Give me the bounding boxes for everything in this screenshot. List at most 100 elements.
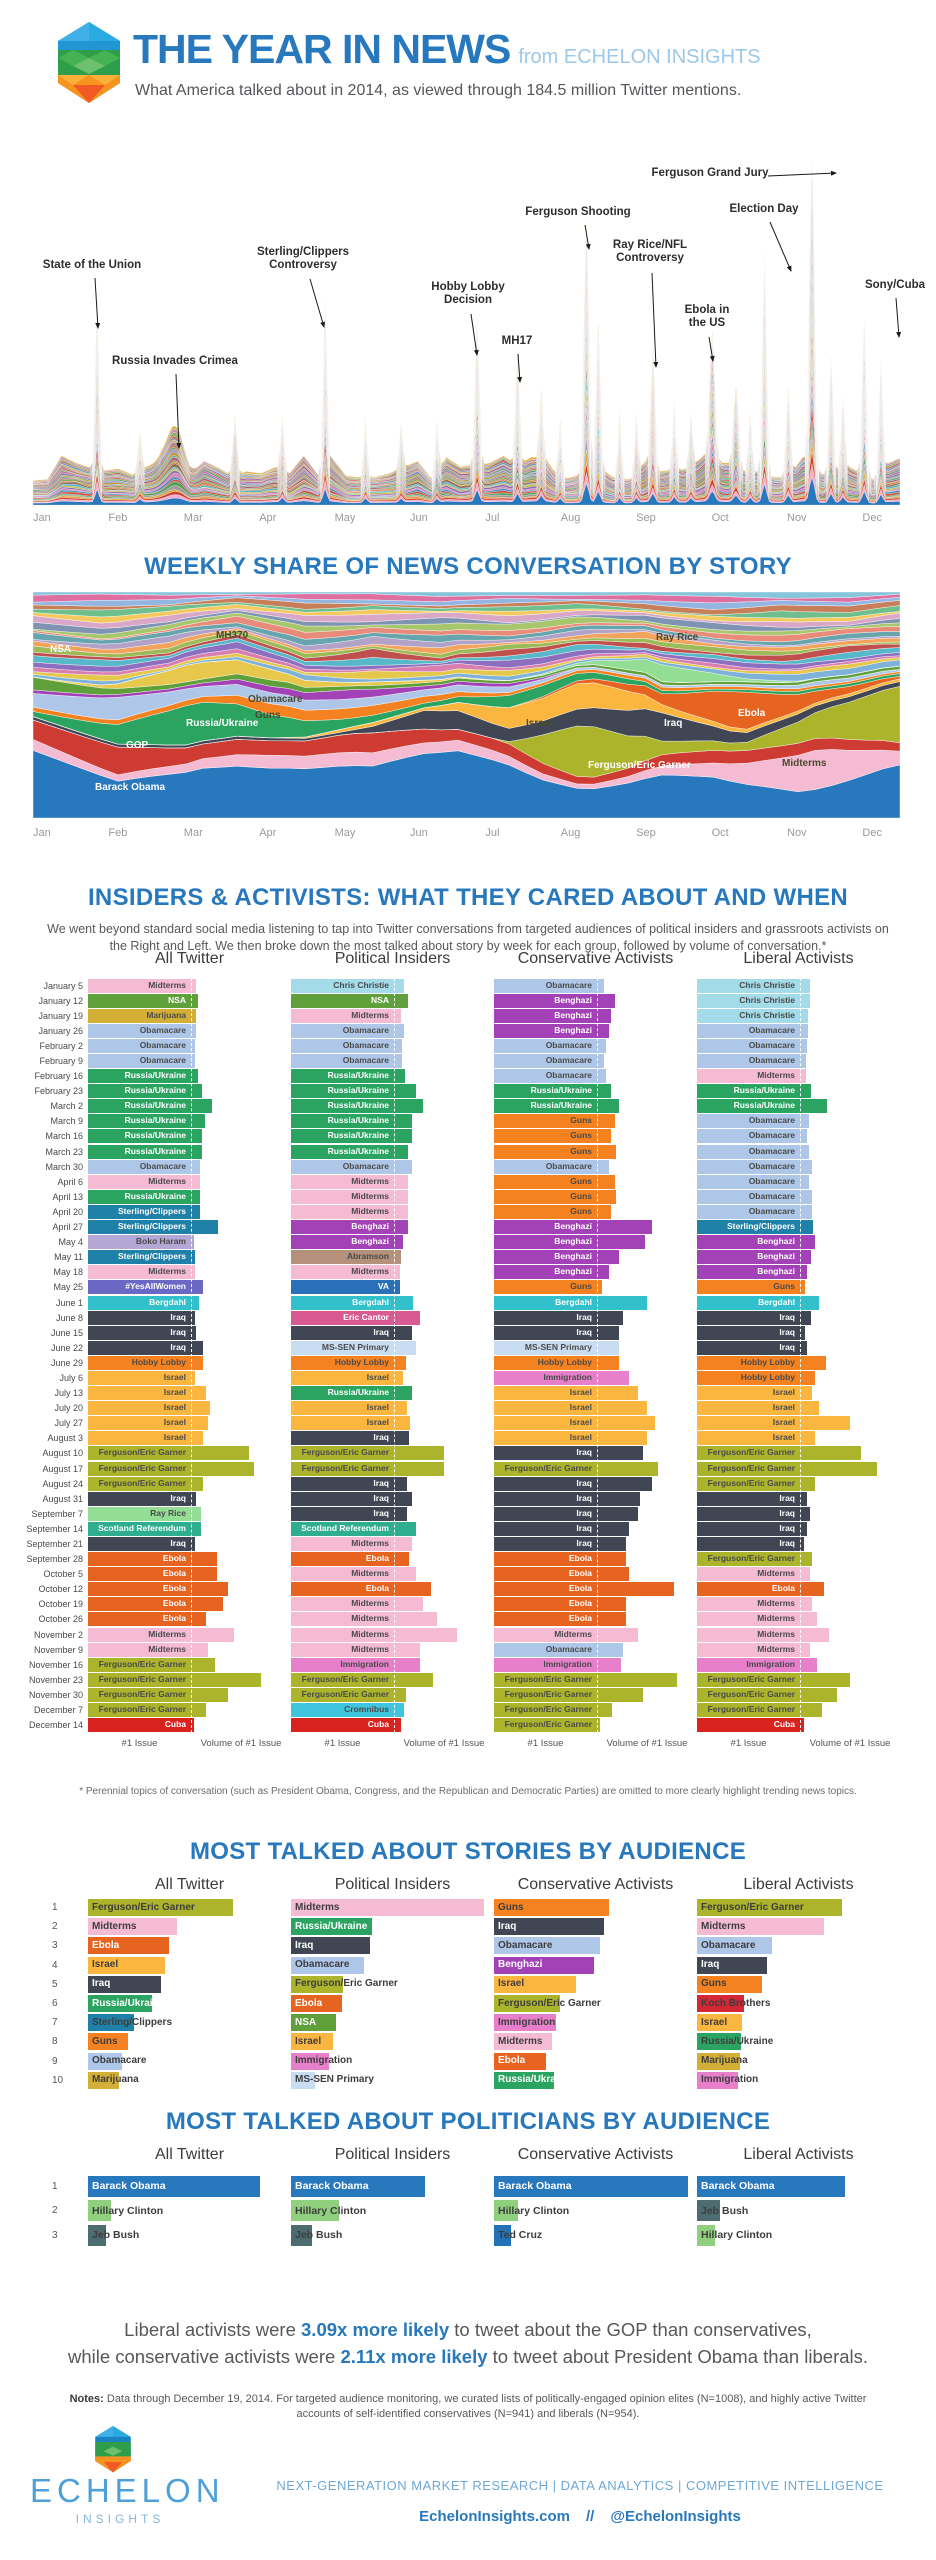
issue-bar: Iraq — [494, 1521, 629, 1536]
table-row: August 31 Iraq Iraq Iraq Iraq — [0, 1491, 936, 1506]
issue-bar: Ray Rice — [88, 1506, 201, 1521]
issue-bar: Russia/Ukraine — [697, 1084, 811, 1099]
week-label: April 27 — [52, 1222, 83, 1233]
issue-label: Cuba — [164, 1719, 186, 1730]
issue-label: Midterms — [148, 1628, 186, 1639]
table-row: August 17 Ferguson/Eric Garner Ferguson/Er… — [0, 1461, 936, 1476]
issue-bar: Midterms — [88, 1265, 195, 1280]
issue-bar: Obamacare — [291, 1054, 402, 1069]
week-label: May 18 — [53, 1267, 83, 1278]
issue-bar: Iraq — [494, 1310, 623, 1325]
issue-label: Benghazi — [757, 1266, 795, 1277]
footer-links: EchelonInsights.com // @EchelonInsights — [240, 2508, 920, 2525]
table-row: December 14 Cuba Cuba Ferguson/Eric Garner C… — [0, 1718, 936, 1733]
ranked-bar-label: Ferguson/Eric Garner — [92, 1901, 195, 1913]
ranked-bar: Israel — [494, 1975, 576, 1993]
audience-header-0: All Twitter — [154, 2146, 225, 2163]
issue-label: Russia/Ukraine — [327, 1130, 389, 1141]
table-row: January 26 Obamacare Obamacare Benghazi Obam… — [0, 1023, 936, 1038]
table-row: April 13 Russia/Ukraine Midterms Guns Obamac… — [0, 1189, 936, 1204]
issue-label: Iraq — [576, 1311, 592, 1322]
issue-bar: Benghazi — [494, 1250, 619, 1265]
issue-bar: Israel — [291, 1370, 403, 1385]
issue-label: Guns — [570, 1130, 592, 1141]
main-title: THE YEAR IN NEWS — [133, 26, 511, 72]
issue-bar: Obamacare — [697, 1204, 812, 1219]
issue-bar: Bergdahl — [697, 1295, 819, 1310]
issue-label: Marijuana — [146, 1009, 186, 1020]
chart-annotation: Election Day — [729, 203, 799, 215]
issue-bar: Obamacare — [88, 1023, 196, 1038]
issue-bar: Midterms — [291, 1612, 437, 1627]
ranked-bar: Russia/Ukraine — [88, 1995, 164, 2013]
week-label: May 25 — [53, 1282, 83, 1293]
issue-bar: Obamacare — [697, 1174, 809, 1189]
issue-label: Iraq — [373, 1477, 389, 1488]
issue-bar: Cuba — [291, 1718, 401, 1733]
issue-bar: Ferguson/Eric Garner — [88, 1703, 206, 1718]
audience-header-3: Liberal Activists — [743, 2146, 854, 2163]
stat-line-1: Liberal activists were 3.09x more likely… — [124, 2319, 812, 2340]
issue-label: Israel — [569, 1387, 592, 1398]
issue-bar: Guns — [494, 1174, 615, 1189]
ranked-bar-label: Barack Obama — [295, 2180, 369, 2193]
ranked-bar-label: Obamacare — [701, 1939, 756, 1951]
audience-header-1: Political Insiders — [334, 2146, 451, 2163]
issue-label: Hobby Lobby — [334, 1356, 389, 1367]
ranked-bar: Ferguson/Eric Garner — [697, 1899, 842, 1917]
issue-bar: Ebola — [88, 1567, 217, 1582]
ranked-bar-label: Iraq — [498, 1920, 517, 1932]
issue-bar: Benghazi — [697, 1250, 811, 1265]
separator: // — [586, 2508, 595, 2525]
ranked-bar: Jeb Bush — [291, 2224, 342, 2246]
twitter-handle-link[interactable]: @EchelonInsights — [610, 2508, 741, 2525]
issue-bar: Russia/Ukraine — [291, 1129, 412, 1144]
svg-text:Dec: Dec — [862, 512, 882, 524]
chart-annotation: Russia Invades Crimea — [112, 355, 239, 367]
issue-label: Iraq — [576, 1326, 592, 1337]
issue-label: Bergdahl — [352, 1296, 389, 1307]
issue-label: Benghazi — [757, 1251, 795, 1262]
issue-label: Obamacare — [545, 1643, 592, 1654]
rank-row: 1 Barack Obama Barack Obama Barack Obama Bar… — [0, 2174, 936, 2199]
issue-label: Midterms — [351, 1205, 389, 1216]
ranked-bar: Obamacare — [494, 1937, 600, 1955]
issue-label: Boko Haram — [135, 1236, 186, 1247]
issue-label: Israel — [163, 1387, 186, 1398]
issue-bar: Midterms — [697, 1612, 817, 1627]
issue-label: Midterms — [351, 1009, 389, 1020]
ranked-bar-label: Immigration — [295, 2055, 353, 2067]
table-row: June 8 Iraq Eric Cantor Iraq Iraq — [0, 1310, 936, 1325]
website-link[interactable]: EchelonInsights.com — [419, 2508, 571, 2525]
issue-label: Iraq — [170, 1311, 186, 1322]
ranked-bar-label: Iraq — [92, 1978, 111, 1990]
issue-label: Benghazi — [554, 1266, 592, 1277]
table-row: August 24 Ferguson/Eric Garner Iraq Iraq Fer… — [0, 1476, 936, 1491]
issue-label: Benghazi — [554, 1236, 592, 1247]
issue-label: Iraq — [576, 1538, 592, 1549]
issue-bar: Obamacare — [494, 1038, 606, 1053]
issue-label: Iraq — [576, 1477, 592, 1488]
issue-bar: Immigration — [494, 1370, 629, 1385]
issue-bar: Cuba — [697, 1718, 804, 1733]
issue-label: Hobby Lobby — [740, 1356, 795, 1367]
svg-text:Feb: Feb — [108, 512, 127, 524]
svg-text:Nov: Nov — [787, 827, 807, 839]
ranked-bar: Israel — [88, 1956, 165, 1974]
issue-label: Ferguson/Eric Garner — [301, 1688, 389, 1699]
issue-label: Chris Christie — [739, 979, 795, 990]
issue-label: Israel — [366, 1417, 389, 1428]
ranked-bar: Obamacare — [291, 1956, 364, 1974]
issue-bar: Ferguson/Eric Garner — [697, 1476, 815, 1491]
issue-label: Hobby Lobby — [537, 1356, 592, 1367]
issue-bar: Marijuana — [88, 1008, 196, 1023]
issue-bar: Obamacare — [291, 1038, 402, 1053]
ranked-bar: Russia/Ukraine — [697, 2033, 773, 2051]
issue-bar: Ferguson/Eric Garner — [697, 1703, 822, 1718]
issue-label: Sterling/Clippers — [726, 1221, 795, 1232]
issue-bar: Ebola — [88, 1612, 206, 1627]
week-label: March 9 — [50, 1116, 83, 1127]
issue-label: Obamacare — [342, 1024, 389, 1035]
issue-bar: Obamacare — [697, 1129, 807, 1144]
chart-annotation: Ferguson Shooting — [525, 206, 630, 218]
